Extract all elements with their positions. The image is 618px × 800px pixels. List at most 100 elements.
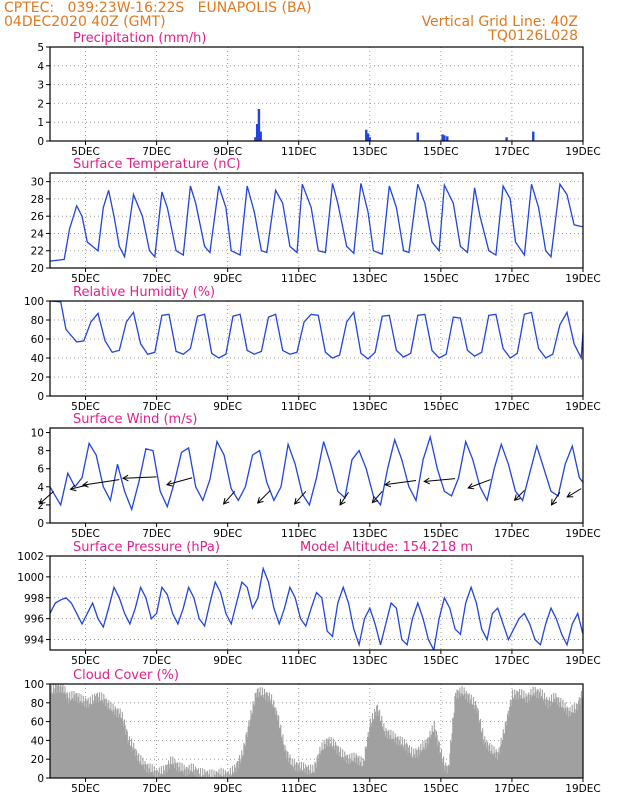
cloud-bar bbox=[312, 764, 314, 778]
cloud-bar bbox=[555, 693, 557, 778]
cloud-bar bbox=[190, 763, 192, 778]
cloud-bar bbox=[127, 742, 129, 778]
cloud-bar bbox=[234, 767, 236, 778]
x-tick-label: 7DEC bbox=[142, 273, 171, 285]
cloud-bar bbox=[103, 694, 105, 778]
y-tick-label: 1000 bbox=[17, 572, 44, 584]
cloud-bar bbox=[60, 684, 62, 778]
cloud-bar bbox=[373, 719, 375, 778]
wind-arrowhead bbox=[69, 484, 77, 492]
cloud-bar bbox=[135, 748, 137, 778]
cloud-bar bbox=[388, 729, 390, 778]
cloud-bar bbox=[167, 764, 169, 778]
cloud-bar bbox=[185, 767, 187, 778]
cloud-bar bbox=[138, 763, 140, 778]
wind-vector bbox=[468, 479, 491, 489]
cloud-bar bbox=[277, 715, 279, 778]
cloud-bar bbox=[193, 769, 195, 778]
cloud-bar bbox=[298, 762, 300, 778]
cloud-bar bbox=[428, 736, 430, 778]
cloud-bar bbox=[437, 746, 439, 778]
x-tick-label: 11DEC bbox=[281, 273, 316, 285]
cloud-bar bbox=[394, 733, 396, 778]
cloud-bar bbox=[321, 742, 323, 778]
cloud-bar bbox=[207, 770, 209, 778]
cloud-bar bbox=[567, 707, 569, 778]
cloud-bar bbox=[310, 764, 312, 778]
cloud-bar bbox=[71, 691, 73, 778]
cloud-bar bbox=[170, 756, 172, 778]
cloud-bar bbox=[560, 698, 562, 778]
cloud-bar bbox=[299, 771, 301, 778]
cloud-bar bbox=[473, 704, 475, 778]
cloud-bar bbox=[211, 769, 213, 778]
cloud-bar bbox=[128, 736, 130, 778]
y-tick-label: 24 bbox=[31, 228, 45, 240]
precip-bar bbox=[257, 109, 261, 141]
cloud-bar bbox=[565, 714, 568, 778]
cloud-bar bbox=[442, 762, 444, 778]
cloud-bar bbox=[79, 700, 81, 778]
wind-arrowhead bbox=[384, 480, 391, 488]
cloud-bar bbox=[571, 704, 573, 778]
cloud-bar bbox=[104, 706, 106, 778]
cloud-bar bbox=[112, 703, 114, 778]
cloud-bar bbox=[396, 736, 398, 778]
cloud-bar bbox=[179, 762, 181, 778]
x-tick-label: 13DEC bbox=[352, 655, 387, 667]
cloud-bar bbox=[202, 768, 204, 778]
cloud-bar bbox=[438, 741, 440, 778]
cloud-bar bbox=[140, 755, 142, 778]
cloud-bar bbox=[374, 711, 376, 778]
cloud-bar bbox=[366, 737, 369, 778]
cloud-bar bbox=[192, 772, 194, 778]
cloud-bar bbox=[389, 735, 391, 778]
cloud-bar bbox=[154, 770, 156, 778]
cloud-bar bbox=[285, 749, 287, 778]
cloud-bar bbox=[445, 762, 447, 778]
cloud-bar bbox=[486, 740, 488, 778]
cloud-bar bbox=[379, 709, 381, 778]
pres-series-line bbox=[50, 566, 583, 650]
cloud-bar bbox=[428, 744, 430, 778]
cloud-bar bbox=[471, 704, 473, 778]
cloud-bar bbox=[443, 765, 445, 778]
cloud-bar bbox=[542, 698, 544, 778]
cloud-bar bbox=[241, 756, 243, 778]
cloud-bar bbox=[388, 739, 391, 778]
cloud-bar bbox=[462, 694, 464, 778]
cloud-bar bbox=[101, 700, 103, 778]
cloud-bar bbox=[65, 699, 67, 778]
cloud-bar bbox=[279, 727, 281, 778]
cloud-bar bbox=[477, 710, 479, 778]
y-tick-label: 20 bbox=[31, 372, 44, 384]
cloud-bar bbox=[412, 757, 414, 778]
cloud-bar bbox=[495, 748, 497, 778]
cloud-bar bbox=[468, 693, 470, 778]
cloud-bar bbox=[89, 696, 91, 778]
cloud-bar bbox=[566, 706, 568, 778]
x-tick-label: 15DEC bbox=[423, 655, 458, 667]
cloud-bar bbox=[452, 717, 455, 778]
x-tick-label: 13DEC bbox=[352, 146, 387, 158]
cloud-bar bbox=[404, 744, 406, 778]
cloud-bar bbox=[460, 696, 462, 778]
cloud-bar bbox=[238, 760, 240, 778]
cloud-bar bbox=[305, 766, 307, 778]
cloud-bar bbox=[160, 773, 162, 778]
cloud-bar bbox=[329, 746, 331, 778]
cloud-bar bbox=[271, 704, 273, 778]
cloud-bar bbox=[462, 695, 465, 778]
cloud-bar bbox=[116, 709, 118, 778]
panel-frame bbox=[49, 46, 584, 142]
cloud-bar bbox=[324, 743, 326, 778]
cloud-bar bbox=[253, 705, 256, 778]
x-tick-label: 9DEC bbox=[213, 655, 242, 667]
cloud-bar bbox=[530, 688, 532, 778]
x-tick-label: 13DEC bbox=[352, 273, 387, 285]
cloud-bar bbox=[153, 766, 155, 778]
cloud-bar bbox=[573, 712, 575, 778]
cloud-bar bbox=[551, 702, 553, 778]
cloud-bar bbox=[111, 712, 113, 778]
cloud-bar bbox=[184, 769, 186, 778]
